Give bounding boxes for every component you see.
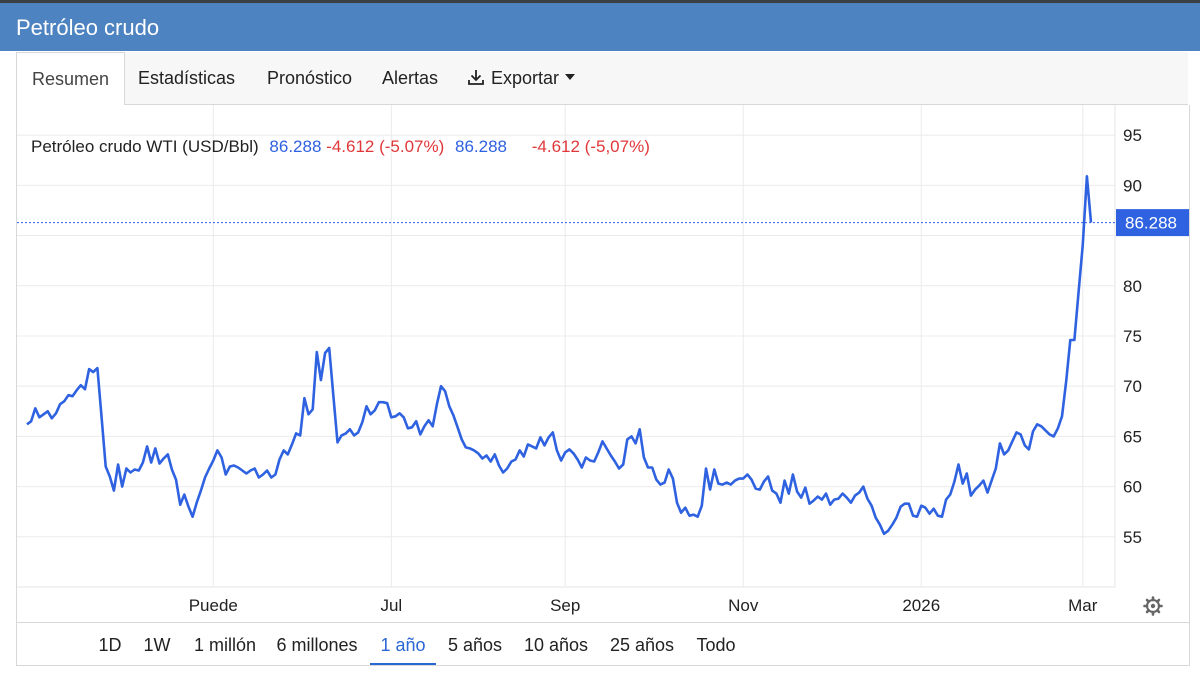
y-tick-label: 75 [1123, 327, 1142, 346]
legend-series-name: Petróleo crudo WTI (USD/Bbl) [31, 137, 259, 156]
tab-pronostico[interactable]: Pronóstico [267, 52, 352, 104]
range-selector: 1D 1W 1 millón 6 millones 1 año 5 años 1… [16, 622, 1190, 666]
window-title: Petróleo crudo [16, 15, 160, 40]
range-10y[interactable]: 10 años [517, 623, 595, 665]
legend-change: -4.612 (-5.07%) [326, 137, 444, 156]
range-label: 5 años [447, 635, 503, 655]
grid-lines [17, 105, 1115, 587]
legend-value-secondary: 86.288 [455, 137, 507, 156]
x-tick-label: Jul [380, 596, 402, 615]
last-price-tag-text: 86.288 [1125, 214, 1177, 233]
x-tick-label: 2026 [902, 596, 940, 615]
tab-alertas[interactable]: Alertas [382, 52, 438, 104]
caret-down-icon [565, 74, 576, 80]
range-label: 1D [98, 635, 122, 655]
export-menu-button[interactable]: Exportar [466, 52, 576, 104]
tab-label: Estadísticas [138, 68, 236, 88]
range-all[interactable]: Todo [689, 623, 743, 665]
tab-bar: Resumen Estadísticas Pronóstico Alertas … [16, 52, 1188, 106]
tab-label: Alertas [382, 68, 439, 88]
export-label: Exportar [491, 68, 560, 88]
tab-label: Resumen [31, 69, 110, 89]
range-label: 6 millones [276, 635, 358, 655]
range-label: 25 años [609, 635, 675, 655]
range-6m[interactable]: 6 millones [270, 623, 364, 665]
range-1m[interactable]: 1 millón [187, 623, 263, 665]
range-label: 10 años [523, 635, 589, 655]
tab-estadisticas[interactable]: Estadísticas [138, 52, 235, 104]
y-axis-ticks: 55 60 65 70 75 80 90 95 [1123, 126, 1142, 547]
y-tick-label: 70 [1123, 377, 1142, 396]
title-bar: Petróleo crudo [0, 3, 1200, 51]
gear-icon[interactable] [1143, 596, 1163, 616]
legend-value: 86.288 [269, 137, 321, 156]
top-edge [0, 0, 1200, 3]
x-axis-ticks: Puede Jul Sep Nov 2026 Mar [189, 596, 1098, 615]
range-label: 1 millón [193, 635, 257, 655]
last-price-tag [1116, 209, 1189, 237]
y-tick-label: 80 [1123, 277, 1142, 296]
chart-panel: 55 60 65 70 75 80 90 95 Puede Jul Sep Nov 2026 Mar 8… [16, 105, 1190, 622]
range-1w[interactable]: 1W [137, 623, 177, 665]
price-chart[interactable]: 55 60 65 70 75 80 90 95 Puede Jul Sep Nov 2026 Mar 8… [17, 105, 1189, 622]
range-label: 1 año [380, 635, 426, 655]
x-tick-label: Mar [1068, 596, 1098, 615]
series-line-wti [26, 175, 1093, 536]
tab-label: Pronóstico [267, 68, 353, 88]
x-tick-label: Sep [550, 596, 580, 615]
y-tick-label: 65 [1123, 427, 1142, 446]
y-tick-label: 90 [1123, 176, 1142, 195]
y-tick-label: 55 [1123, 528, 1142, 547]
download-icon [468, 70, 484, 85]
legend-change-secondary: -4.612 (-5,07%) [532, 137, 650, 156]
x-tick-label: Puede [189, 596, 238, 615]
x-tick-label: Nov [728, 596, 759, 615]
y-tick-label: 95 [1123, 126, 1142, 145]
range-label: Todo [696, 635, 736, 655]
tab-resumen[interactable]: Resumen [16, 52, 125, 106]
range-25y[interactable]: 25 años [603, 623, 681, 665]
y-tick-label: 60 [1123, 478, 1142, 497]
range-1y[interactable]: 1 año [370, 623, 436, 665]
range-label: 1W [143, 635, 171, 655]
legend: Petróleo crudo WTI (USD/Bbl) 86.288 -4.6… [31, 137, 650, 156]
range-5y[interactable]: 5 años [441, 623, 509, 665]
range-1d[interactable]: 1D [91, 623, 129, 665]
